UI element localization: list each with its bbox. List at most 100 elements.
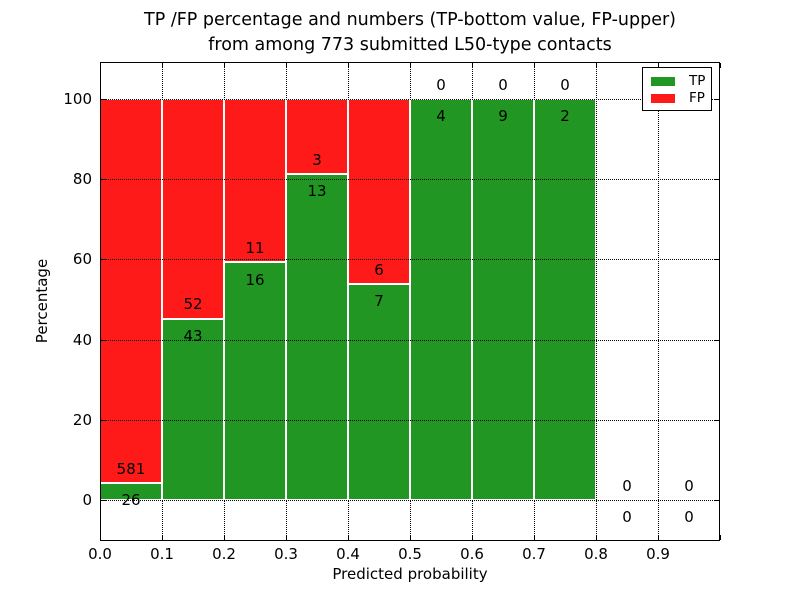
y-tickmark-right <box>714 99 719 100</box>
y-tick-label: 60 <box>72 250 92 269</box>
fp-count-label: 0 <box>436 75 446 94</box>
legend-entry-fp: FP <box>651 90 711 107</box>
x-tickmark-bottom <box>162 535 163 540</box>
x-tick-label: 0.3 <box>274 545 298 563</box>
vertical-gridline <box>658 63 659 540</box>
bar-segment-tp <box>224 262 286 500</box>
legend: TP FP <box>642 67 712 111</box>
bar-segment-fp <box>162 99 224 319</box>
x-tickmark-top <box>224 63 225 68</box>
x-tickmark-top <box>100 63 101 68</box>
tp-count-label: 13 <box>307 182 327 201</box>
tp-count-label: 43 <box>183 326 203 345</box>
y-tickmark-left <box>101 179 106 181</box>
chart-title-line-2: from among 773 submitted L50-type contac… <box>208 35 612 55</box>
y-tickmark-right <box>714 500 719 501</box>
y-tick-label: 20 <box>72 410 92 429</box>
x-tick-label: 0.7 <box>522 545 546 563</box>
fp-count-label: 6 <box>374 261 384 280</box>
fp-count-label: 3 <box>312 151 322 170</box>
y-tickmark-left <box>101 99 106 100</box>
fp-count-label: 52 <box>183 295 203 314</box>
x-tickmark-top <box>658 63 659 68</box>
x-tickmark-top <box>162 63 163 68</box>
legend-label-tp: TP <box>689 73 706 89</box>
x-tickmark-top <box>286 63 287 68</box>
x-tickmark-top <box>596 63 597 68</box>
x-tick-label: 0.4 <box>336 545 360 563</box>
y-tickmark-left <box>101 419 106 421</box>
fp-count-label: 0 <box>622 476 632 495</box>
x-tick-label: 0.0 <box>88 545 112 563</box>
y-tick-label: 80 <box>72 170 92 189</box>
bar-segment-tp <box>286 174 348 500</box>
x-tickmark-bottom <box>658 535 659 540</box>
tp-count-label: 0 <box>684 508 694 527</box>
tp-count-label: 9 <box>498 107 508 126</box>
bar-segment-fp <box>224 99 286 263</box>
horizontal-gridline <box>101 179 719 181</box>
x-tickmark-bottom <box>348 535 349 540</box>
x-tickmark-bottom <box>224 535 225 540</box>
bar-segment-fp <box>100 99 162 483</box>
fp-count-label: 11 <box>245 239 265 258</box>
y-tick-label: 40 <box>72 330 92 349</box>
bar-segment-tp <box>472 99 534 500</box>
x-tickmark-bottom <box>286 535 287 540</box>
y-tickmark-right <box>714 259 719 261</box>
legend-label-fp: FP <box>689 90 705 106</box>
bar-segment-tp <box>534 99 596 500</box>
y-tick-label: 100 <box>63 90 92 108</box>
chart-title-line-1: TP /FP percentage and numbers (TP-bottom… <box>144 10 676 30</box>
bar-segment-tp <box>348 284 410 500</box>
x-tickmark-top <box>534 63 535 68</box>
y-tickmark-left <box>101 500 106 501</box>
x-tickmark-bottom <box>720 535 721 540</box>
tp-count-label: 0 <box>622 508 632 527</box>
x-tickmark-top <box>410 63 411 68</box>
horizontal-gridline <box>101 259 719 261</box>
tp-count-label: 4 <box>436 107 446 126</box>
tp-count-label: 2 <box>560 107 570 126</box>
x-tickmark-top <box>348 63 349 68</box>
fp-count-label: 0 <box>684 476 694 495</box>
tp-count-label: 26 <box>121 491 141 510</box>
x-tickmark-top <box>472 63 473 68</box>
x-tick-label: 0.6 <box>460 545 484 563</box>
horizontal-gridline <box>101 500 719 501</box>
x-tickmark-top <box>720 63 721 68</box>
bar-segment-tp <box>410 99 472 500</box>
tp-count-label: 7 <box>374 292 384 311</box>
bar-segment-tp <box>162 318 224 500</box>
y-tickmark-right <box>714 179 719 181</box>
x-tickmark-bottom <box>472 535 473 540</box>
x-tickmark-bottom <box>596 535 597 540</box>
tp-color-swatch <box>651 77 675 86</box>
x-axis-label: Predicted probability <box>332 565 488 583</box>
bar-segment-fp <box>348 99 410 285</box>
fp-count-label: 581 <box>116 459 146 478</box>
x-tick-label: 0.9 <box>646 545 670 563</box>
x-tick-label: 0.1 <box>150 545 174 563</box>
y-tickmark-left <box>101 259 106 261</box>
vertical-gridline <box>596 63 597 540</box>
y-tickmark-right <box>714 339 719 341</box>
y-tick-label: 0 <box>82 491 92 509</box>
fp-count-label: 0 <box>560 75 570 94</box>
chart-title: TP /FP percentage and numbers (TP-bottom… <box>100 8 720 58</box>
y-tickmark-right <box>714 419 719 421</box>
x-tickmark-bottom <box>410 535 411 540</box>
x-tickmark-bottom <box>100 535 101 540</box>
y-tickmark-left <box>101 339 106 341</box>
x-tick-label: 0.8 <box>584 545 608 563</box>
bar-segment-fp <box>286 99 348 175</box>
tp-count-label: 16 <box>245 270 265 289</box>
fp-count-label: 0 <box>498 75 508 94</box>
x-tickmark-bottom <box>534 535 535 540</box>
horizontal-gridline <box>101 99 719 100</box>
horizontal-gridline <box>101 339 719 341</box>
horizontal-gridline <box>101 419 719 421</box>
x-tick-label: 0.2 <box>212 545 236 563</box>
fp-color-swatch <box>651 94 675 103</box>
